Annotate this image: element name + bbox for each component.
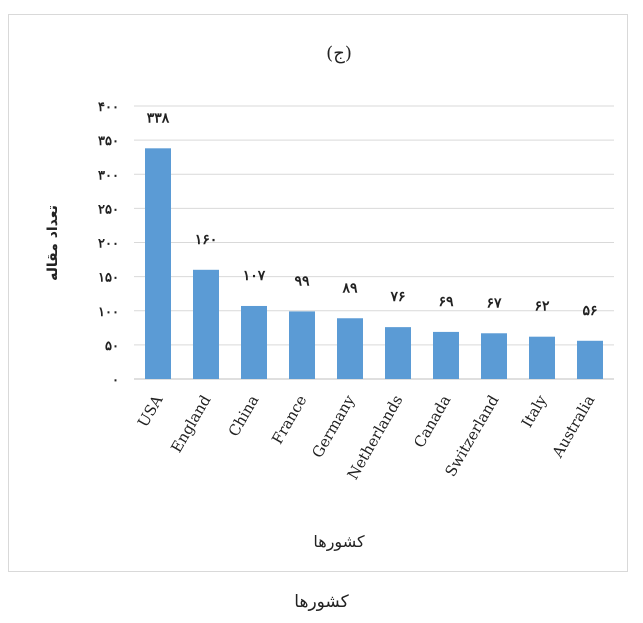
data-label: ۹۹ [294, 273, 310, 289]
x-tick-label: China [225, 392, 263, 440]
x-tick-label: USA [134, 392, 167, 430]
data-label: ۶۹ [438, 294, 454, 310]
data-label: ۱۰۷ [243, 268, 266, 284]
bar [577, 340, 603, 379]
x-tick-label: Australia [548, 392, 599, 462]
data-label: ۳۳۸ [147, 110, 170, 126]
chart-area: (ج) تعداد مقاله کشورها ۰ ۵۰ ۱۰۰ ۱۵۰ ۲۰۰ ۲۵۰ ۳۰… [8, 14, 628, 572]
bar-chart: (ج) تعداد مقاله کشورها ۰ ۵۰ ۱۰۰ ۱۵۰ ۲۰۰ ۲۵۰ ۳۰… [45, 43, 614, 552]
y-tick-label: ۵۰ [105, 339, 119, 354]
bar [193, 269, 219, 379]
bar [145, 148, 171, 379]
x-axis-label: کشورها [313, 532, 365, 552]
bar [481, 333, 507, 379]
y-tick-label: ۲۰۰ [98, 237, 119, 252]
x-tick-label: England [167, 392, 214, 456]
x-tick-label: Italy [518, 392, 551, 431]
y-tick-label: ۳۵۰ [98, 134, 119, 149]
data-label: ۶۷ [486, 295, 502, 311]
data-label: ۷۶ [389, 289, 405, 305]
y-tick-label: ۰ [112, 373, 119, 388]
y-tick-label: ۴۰۰ [98, 100, 119, 115]
x-tick-label: France [268, 392, 310, 447]
bar [529, 336, 555, 379]
x-tick-label: Canada [410, 392, 454, 451]
data-label: ۵۶ [582, 303, 597, 319]
y-tick-label: ۱۰۰ [98, 305, 119, 320]
data-label: ۶۲ [534, 299, 550, 315]
data-label: ۸۹ [341, 280, 358, 296]
data-label: ۱۶۰ [195, 232, 218, 248]
y-tick-label: ۱۵۰ [98, 271, 119, 286]
y-tick-label: ۳۰۰ [98, 168, 119, 183]
y-tick-label: ۲۵۰ [98, 202, 119, 217]
bar [433, 331, 459, 379]
bar [289, 311, 315, 379]
bar [241, 305, 267, 379]
figure-caption: کشورها [294, 592, 349, 612]
bar [337, 318, 363, 379]
bar [385, 327, 411, 379]
chart-title: (ج) [326, 43, 352, 64]
y-axis-label: تعداد مقاله [45, 205, 61, 281]
x-tick-label: Germany [308, 392, 359, 461]
